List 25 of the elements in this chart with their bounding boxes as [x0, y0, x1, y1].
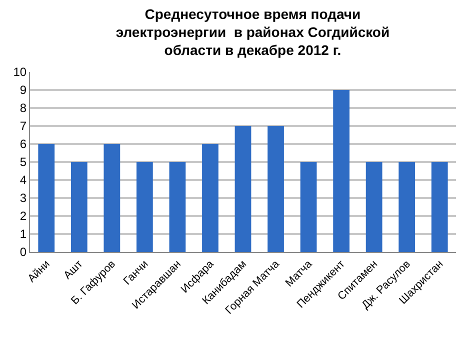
y-tick-label: 8	[20, 101, 27, 116]
y-tick-label: 2	[20, 209, 27, 224]
y-tick-label: 6	[20, 137, 27, 152]
bar	[70, 162, 88, 252]
y-tick-label: 7	[20, 119, 27, 134]
bar	[169, 162, 186, 252]
bar	[366, 162, 382, 252]
bar	[300, 162, 317, 252]
bar	[202, 144, 218, 252]
y-tick-label: 0	[20, 245, 27, 260]
y-tick-label: 9	[20, 83, 27, 98]
bar	[431, 162, 448, 252]
bar	[104, 144, 120, 252]
bar	[136, 162, 153, 252]
bar	[234, 126, 252, 252]
y-tick-label: 10	[13, 65, 27, 80]
y-tick-label: 5	[20, 155, 27, 170]
bar	[333, 90, 350, 252]
bar	[268, 126, 284, 252]
y-tick-label: 1	[20, 227, 27, 242]
bar	[398, 162, 416, 252]
y-tick-label: 4	[20, 173, 27, 188]
bar	[38, 144, 55, 252]
chart-title: Среднесуточное время подачи электроэнергии в районах Согдийской области в декабре 2012 г.	[116, 6, 390, 58]
y-tick-label: 3	[20, 191, 27, 206]
